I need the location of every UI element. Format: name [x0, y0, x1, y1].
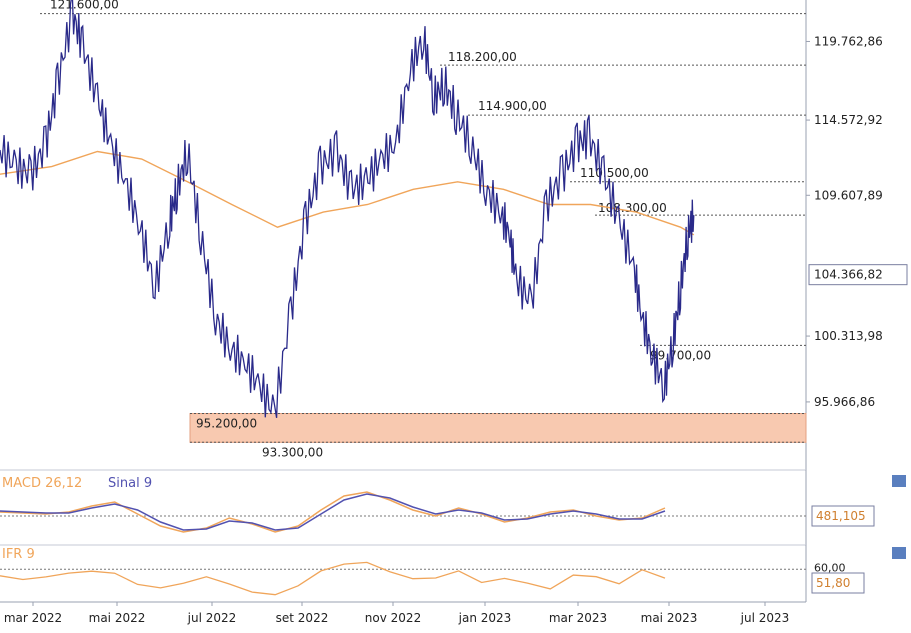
y-tick-label: 119.762,86	[814, 34, 883, 48]
moving-average-line	[0, 150, 695, 236]
x-tick-label: jul 2023	[740, 611, 790, 625]
macd-panel: MACD 26,12 Sinal 9 481,105	[0, 469, 906, 545]
x-tick-label: set 2022	[276, 611, 329, 625]
ifr-line	[0, 561, 666, 596]
ifr-panel-icon	[892, 547, 906, 559]
level-label: 108.300,00	[598, 201, 667, 215]
x-tick-label: mar 2023	[549, 611, 607, 625]
x-tick-label: nov 2022	[365, 611, 421, 625]
ifr-title: IFR 9	[2, 547, 35, 562]
y-tick-label: 114.572,92	[814, 113, 883, 127]
level-label: 110.500,00	[580, 166, 649, 180]
current-price-box	[808, 264, 908, 286]
x-tick-label: jul 2022	[187, 611, 237, 625]
level-label: 114.900,00	[478, 99, 547, 113]
macd-value-label: 481,105	[816, 509, 866, 523]
ifr-value-label: 51,80	[816, 576, 850, 590]
macd-value-box	[811, 505, 875, 527]
macd-panel-icon	[892, 475, 906, 487]
x-tick-label: mai 2022	[89, 611, 146, 625]
level-label: 121.600,00	[50, 0, 119, 12]
level-label: 93.300,00	[262, 445, 323, 459]
level-label: 99.700,00	[650, 348, 711, 362]
level-label: 95.200,00	[196, 417, 257, 431]
ifr-panel: 60,00 IFR 9 51,80	[0, 544, 906, 602]
x-tick-label: mar 2022	[4, 611, 62, 625]
price-line	[0, 0, 695, 419]
y-tick-label: 100.313,98	[814, 329, 883, 343]
price-panel: 121.600,00 118.200,00 114.900,00 110.500,00…	[0, 0, 908, 470]
macd-subtitle: Sinal 9	[108, 476, 152, 491]
support-zone	[189, 413, 807, 443]
macd-series-line	[0, 493, 666, 531]
current-price-label: 104.366,82	[814, 268, 883, 282]
macd-series-line	[0, 491, 666, 533]
ifr-value-box	[811, 572, 865, 594]
level-label: 118.200,00	[448, 50, 517, 64]
macd-title: MACD 26,12	[2, 476, 82, 491]
x-tick-label: mai 2023	[641, 611, 698, 625]
x-tick-label: jan 2023	[458, 611, 512, 625]
y-tick-label: 109.607,89	[814, 188, 883, 202]
y-tick-label: 95.966,86	[814, 395, 875, 409]
x-axis: mar 2022 mai 2022 jul 2022 set 2022 nov 2022…	[0, 601, 806, 625]
ifr-reference-label: 60,00	[814, 561, 846, 574]
